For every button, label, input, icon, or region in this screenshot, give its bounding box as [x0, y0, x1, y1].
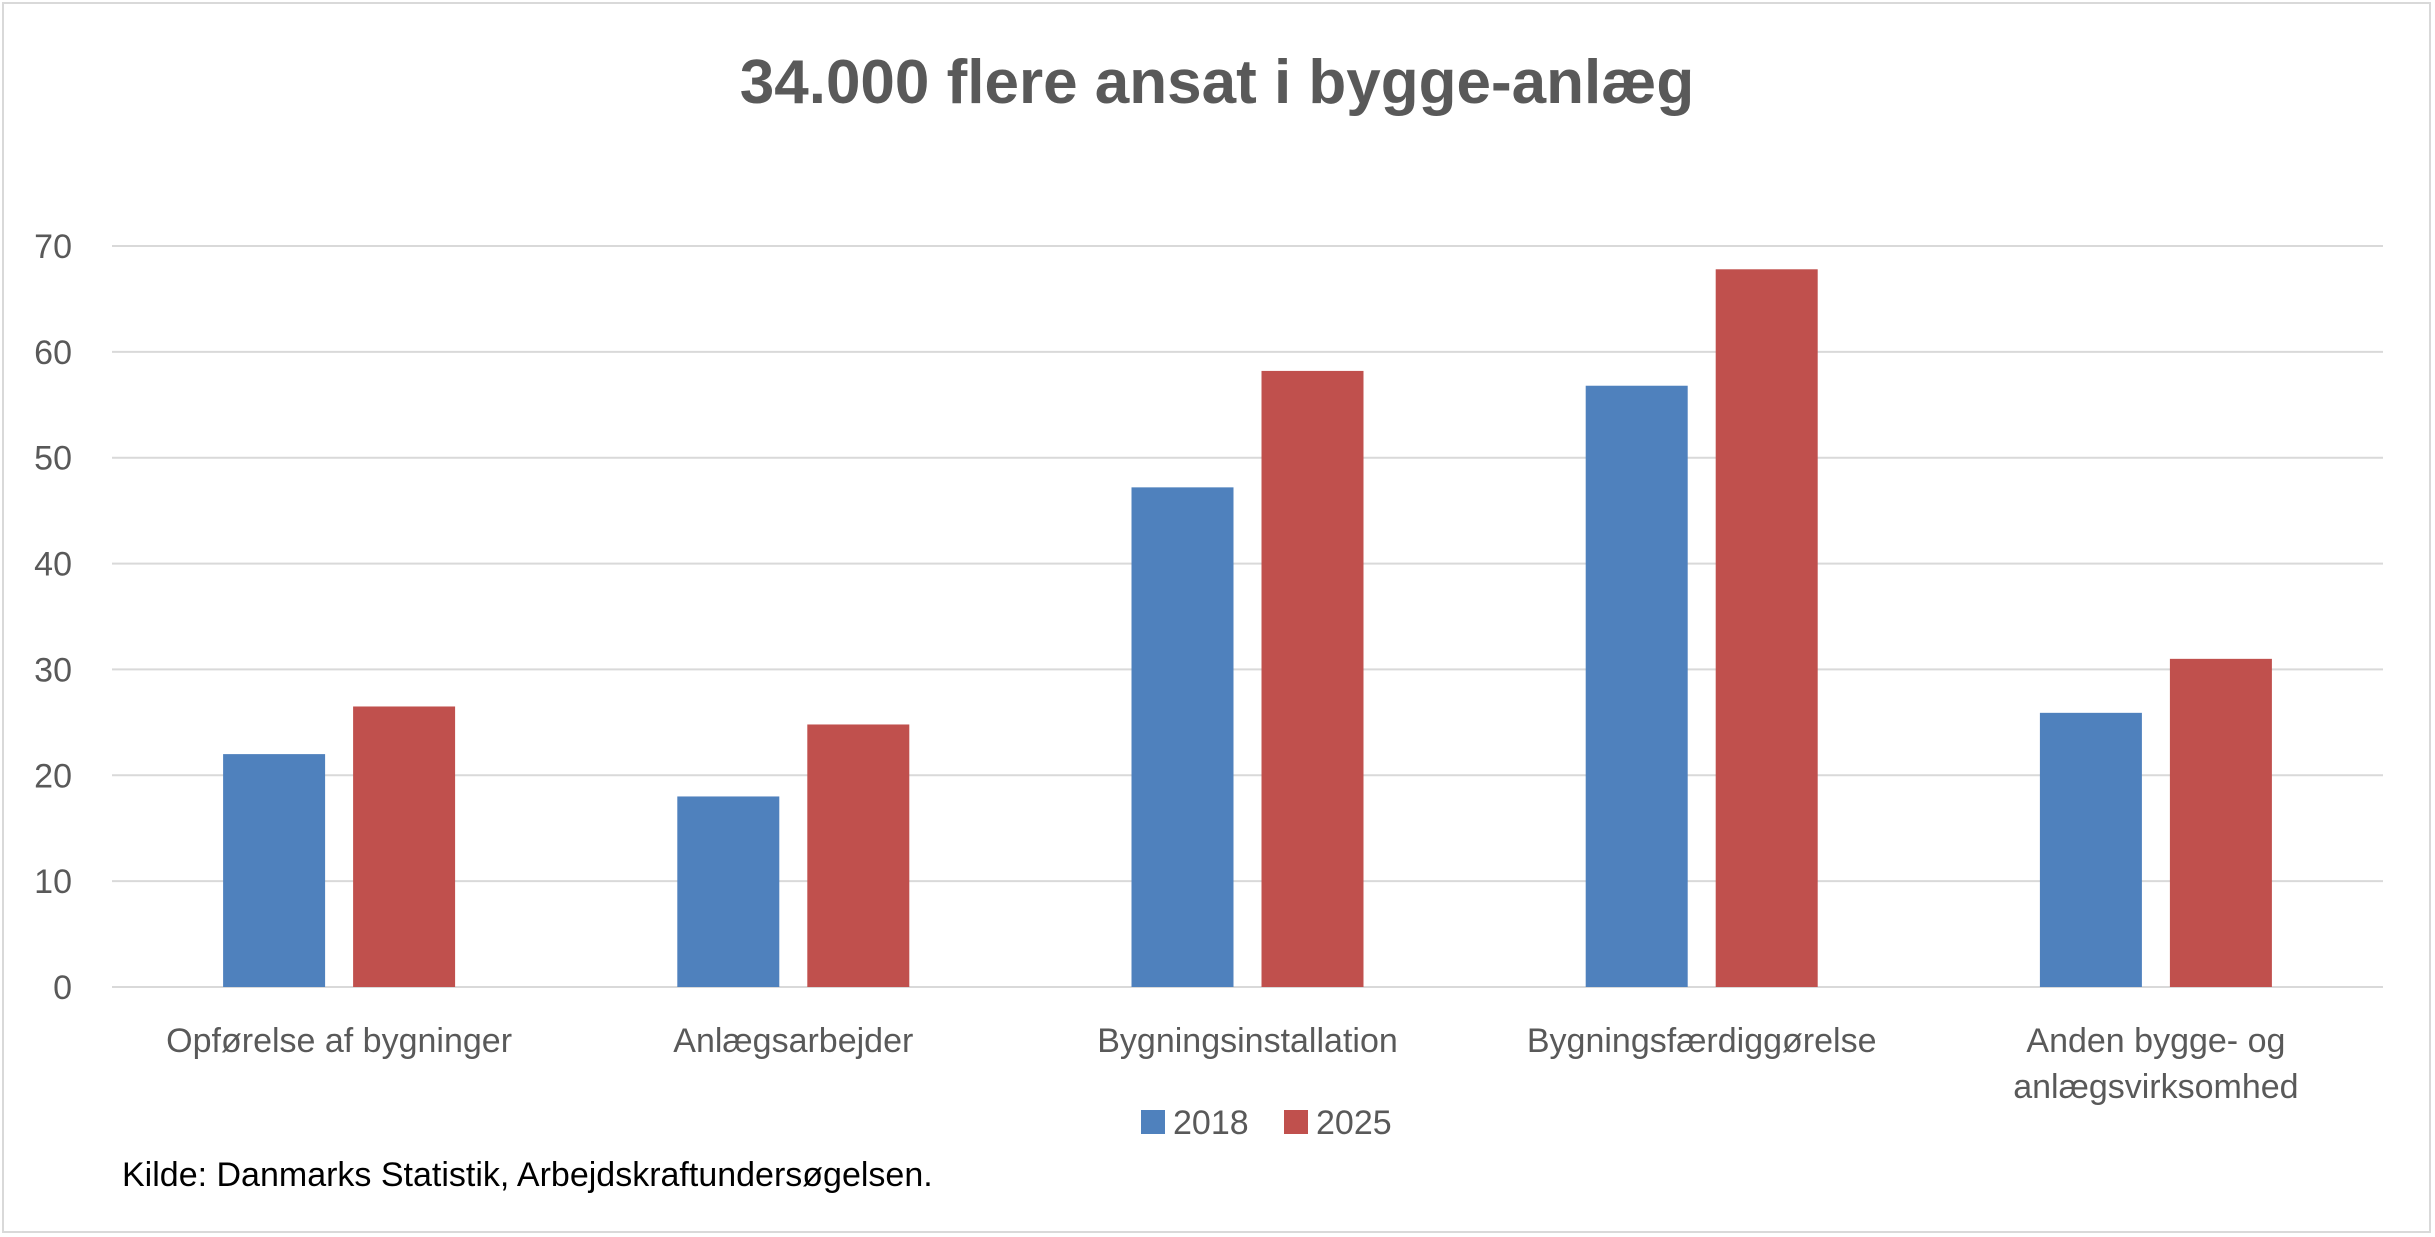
x-category-label: Anlægsarbejder: [673, 1022, 913, 1060]
bar-2025-4: [1715, 269, 1818, 987]
bar-2025-3: [1261, 370, 1364, 987]
y-tick-label: 20: [34, 757, 72, 795]
bars: [223, 269, 2272, 987]
x-category-label: anlægsvirksomhed: [2013, 1068, 2298, 1106]
bar-2018-2: [677, 796, 780, 987]
x-category-label: Bygningsinstallation: [1097, 1022, 1398, 1060]
bar-2025-5: [2169, 658, 2272, 987]
y-tick-label: 50: [34, 440, 72, 478]
y-tick-label: 60: [34, 334, 72, 372]
y-axis-ticks: 0 10 20 30 40 50 60 70: [34, 228, 72, 1007]
bar-2018-4: [1585, 385, 1688, 987]
y-tick-label: 0: [53, 969, 72, 1007]
x-category-label: Opførelse af bygninger: [166, 1022, 512, 1060]
legend-label-2025: 2025: [1316, 1104, 1392, 1142]
x-category-label: Bygningsfærdiggørelse: [1527, 1022, 1877, 1060]
legend-swatch-2018: [1141, 1110, 1165, 1134]
chart-title: 34.000 flere ansat i bygge-anlæg: [740, 48, 1695, 117]
y-tick-label: 70: [34, 228, 72, 266]
bar-2025-1: [353, 706, 456, 987]
legend-label-2018: 2018: [1173, 1104, 1249, 1142]
gridlines: [112, 245, 2383, 988]
bar-2018-5: [2039, 712, 2142, 987]
bar-2018-3: [1131, 487, 1234, 987]
y-tick-label: 40: [34, 546, 72, 584]
legend-swatch-2025: [1284, 1110, 1308, 1134]
bar-2025-2: [807, 724, 910, 987]
x-axis-labels: Opførelse af bygninger Anlægsarbejder Bygn…: [166, 1022, 2298, 1106]
bar-2018-1: [223, 754, 326, 987]
y-tick-label: 10: [34, 863, 72, 901]
source-note: Kilde: Danmarks Statistik, Arbejdskraftu…: [122, 1156, 933, 1194]
legend: 2018 2025: [1141, 1104, 1392, 1142]
x-category-label: Anden bygge- og: [2026, 1022, 2285, 1060]
y-tick-label: 30: [34, 651, 72, 689]
